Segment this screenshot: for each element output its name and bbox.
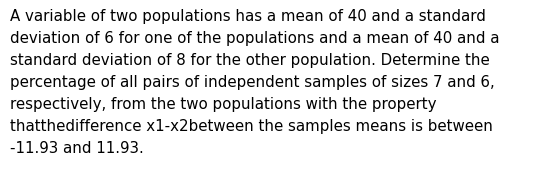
Text: A variable of two populations has a mean of 40 and a standard
deviation of 6 for: A variable of two populations has a mean… [10, 9, 499, 156]
